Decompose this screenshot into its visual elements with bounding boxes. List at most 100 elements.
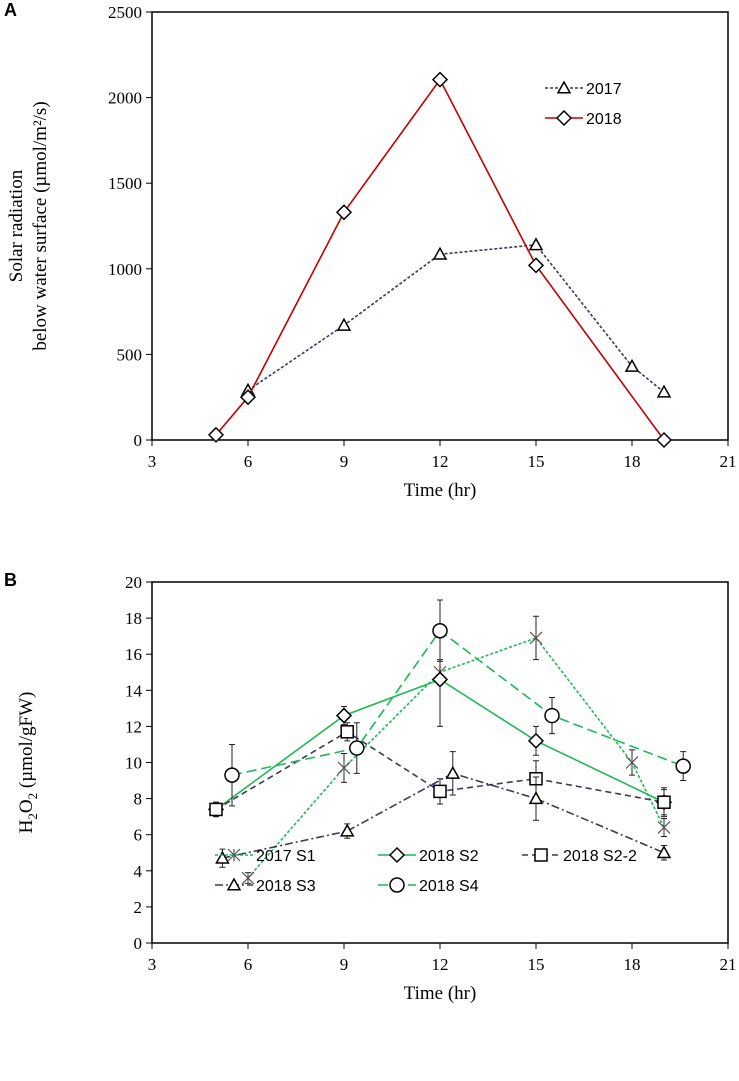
legend-label: 2018 S2-2 [563, 848, 637, 865]
diamond-marker [431, 671, 449, 688]
series-line [247, 637, 665, 879]
y-tick-label: 2000 [108, 89, 142, 108]
y-tick-label: 0 [134, 431, 143, 450]
y-tick-label: 0 [134, 934, 143, 953]
x-tick-label: 15 [528, 452, 545, 471]
legend-label: 2018 [586, 111, 622, 128]
triangle-marker [556, 80, 572, 94]
y-axis-label: H2O2 (µmol/gFW) [16, 692, 40, 834]
y-tick-label: 1500 [108, 174, 142, 193]
asterisk-marker [337, 761, 351, 775]
y-label-part: 2 [25, 793, 40, 800]
x-tick-label: 6 [244, 955, 253, 974]
square-marker [340, 725, 354, 739]
triangle-marker [528, 237, 544, 251]
y-tick-label: 2 [134, 898, 143, 917]
diamond-marker [388, 846, 406, 864]
series-2018-s4 [224, 599, 691, 807]
triangle-marker [528, 791, 544, 805]
diamond-marker [239, 389, 257, 406]
y-label-part: 2 [25, 813, 40, 820]
x-tick-label: 18 [624, 452, 641, 471]
circle-marker [349, 740, 365, 756]
asterisk-marker [227, 848, 241, 862]
asterisk-marker [657, 821, 671, 834]
circle-marker [432, 622, 448, 639]
asterisk-marker [241, 871, 255, 885]
triangle-marker [656, 384, 672, 398]
y-tick-label: 6 [134, 826, 143, 845]
diamond-marker [655, 431, 673, 449]
x-tick-label: 12 [432, 452, 449, 471]
legend-label: 2018 S3 [256, 878, 316, 895]
triangle-marker [226, 877, 242, 891]
panel-a: 3 6 9 12 15 18 21 0 500 1000 1500 2000 2500 Time (hr)… [4, 0, 737, 501]
triangle-marker [624, 358, 640, 372]
panel-label: A [4, 0, 17, 20]
y-tick-label: 2500 [108, 3, 142, 22]
series-line [215, 78, 665, 441]
y-tick-label: 10 [125, 754, 142, 773]
series-line [222, 772, 665, 859]
x-tick-label: 3 [148, 955, 157, 974]
circle-marker [389, 877, 405, 893]
circle-marker [224, 767, 240, 783]
legend-label: 2018 S2 [419, 848, 479, 865]
triangle-marker [432, 246, 448, 260]
diamond-marker [335, 707, 353, 724]
x-tick-label: 9 [340, 452, 349, 471]
diamond-marker [207, 426, 225, 443]
y-tick-label: 4 [134, 862, 143, 881]
diamond-marker [431, 71, 449, 88]
diamond-marker [555, 109, 573, 127]
triangle-marker [339, 823, 355, 837]
diamond-marker [335, 204, 353, 221]
x-tick-label: 3 [148, 452, 157, 471]
y-tick-label: 14 [125, 681, 143, 700]
x-axis-label: Time (hr) [404, 480, 477, 501]
legend-label: 2018 S4 [419, 878, 479, 895]
y-tick-label: 18 [125, 609, 142, 628]
y-axis-label-line1: Solar radiation [6, 169, 27, 282]
x-tick-label: 9 [340, 955, 349, 974]
x-tick-label: 6 [244, 452, 253, 471]
asterisk-marker [529, 631, 543, 645]
circle-marker [544, 707, 560, 724]
diamond-marker [527, 257, 545, 274]
triangle-marker [336, 317, 352, 331]
y-tick-label: 16 [125, 645, 142, 664]
legend: 2017 S1 2018 S2 2018 S2-2 2018 S3 2018 S4 [215, 846, 637, 895]
square-marker [209, 802, 223, 817]
x-axis-label: Time (hr) [404, 983, 477, 1004]
y-tick-label: 1000 [108, 260, 142, 279]
legend-label: 2017 [586, 81, 622, 98]
y-tick-label: 8 [134, 790, 143, 809]
legend: 2017 2018 [545, 80, 622, 128]
series-line [247, 243, 665, 393]
square-marker [534, 848, 548, 862]
square-marker [657, 795, 671, 809]
y-tick-label: 20 [125, 573, 142, 592]
triangle-marker [656, 845, 672, 859]
y-tick-label: 12 [125, 717, 142, 736]
y-axis-label-line2: below water surface (µmol/m²/s) [30, 101, 51, 350]
square-marker [433, 784, 447, 799]
x-tick-label: 21 [720, 955, 737, 974]
series-line [231, 629, 684, 776]
triangle-marker [215, 850, 230, 864]
y-label-part: H [16, 819, 37, 833]
x-tick-label: 12 [432, 955, 449, 974]
circle-marker [675, 758, 691, 774]
x-tick-label: 18 [624, 955, 641, 974]
y-tick-label: 500 [117, 345, 143, 364]
legend-label: 2017 S1 [256, 848, 316, 865]
series-2017-s1 [241, 615, 671, 885]
triangle-marker [445, 765, 461, 779]
y-label-part: O [16, 799, 37, 813]
diamond-marker [527, 732, 545, 749]
x-tick-label: 21 [720, 452, 737, 471]
series-2018-s3 [215, 751, 672, 868]
panel-label: B [4, 570, 17, 590]
